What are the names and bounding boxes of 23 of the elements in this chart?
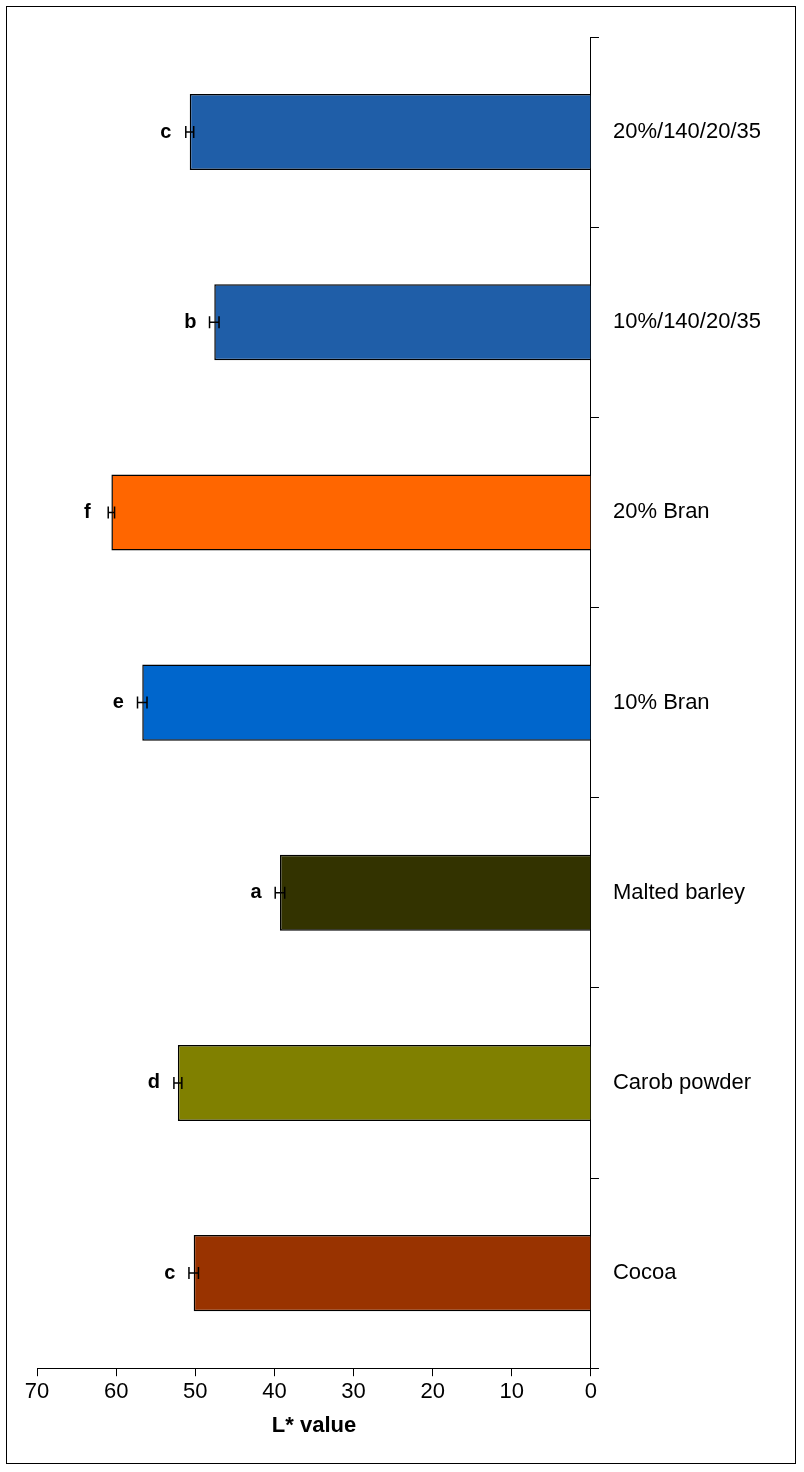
y-tick-label: 20%/140/20/35 <box>612 118 762 144</box>
x-tick-label: 30 <box>341 1378 366 1404</box>
annotation: e <box>112 690 124 713</box>
annotation: f <box>84 499 92 522</box>
annotation: b <box>184 309 197 332</box>
x-tick-label: 0 <box>584 1378 598 1404</box>
x-tick-label: 60 <box>103 1378 129 1404</box>
x-tick-label: 10 <box>499 1378 525 1404</box>
annotation: c <box>164 1260 176 1283</box>
annotation: c <box>160 119 172 142</box>
x-tick-label: 20 <box>420 1378 445 1404</box>
x-tick-label: 40 <box>262 1378 287 1404</box>
y-tick-label: Cocoa <box>612 1259 678 1285</box>
y-tick-label: 10%/140/20/35 <box>612 308 762 334</box>
y-tick-label: 20% Bran <box>612 498 710 524</box>
x-tick-label: 50 <box>183 1378 208 1404</box>
x-axis-title: L* value <box>271 1411 357 1437</box>
y-tick-label: 10% Bran <box>612 688 710 714</box>
y-tick-label: Carob powder <box>612 1069 752 1095</box>
y-tick-label: Malted barley <box>612 878 746 904</box>
annotation: d <box>147 1070 160 1093</box>
x-tick-label: 70 <box>24 1378 50 1404</box>
annotation: a <box>250 880 263 903</box>
